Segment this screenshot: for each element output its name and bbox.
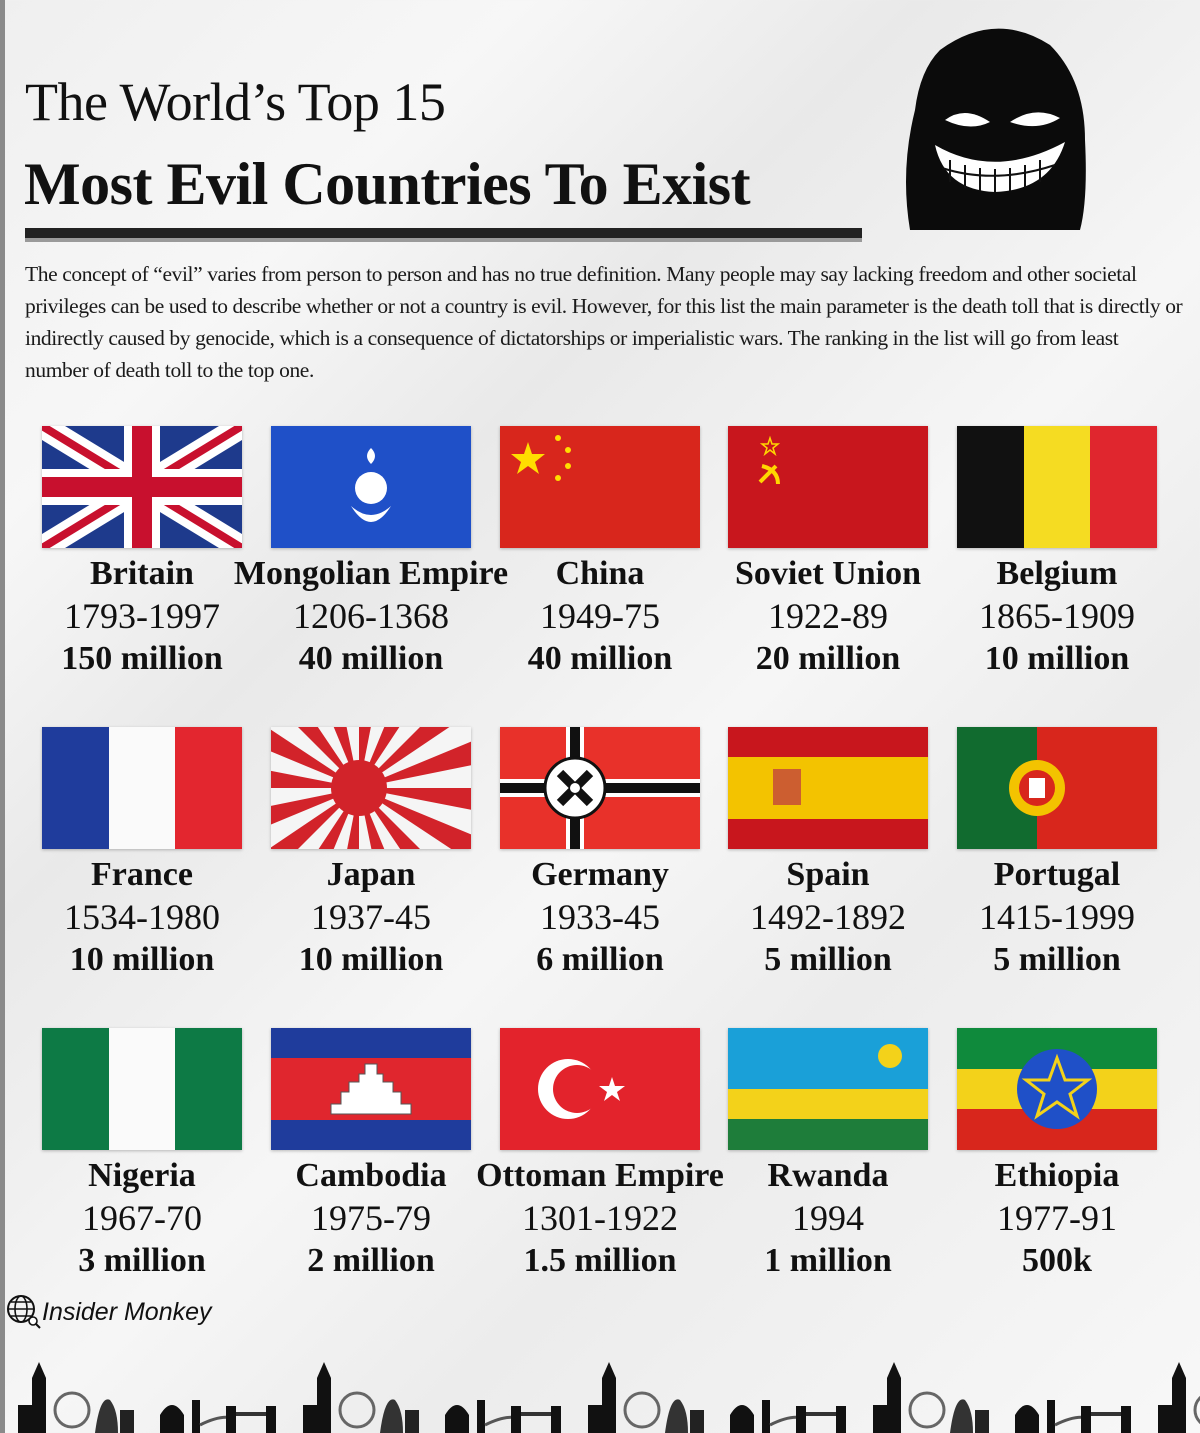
country-card-ottoman: Ottoman Empire 1301-1922 1.5 million [476,1028,724,1282]
skyline-segment [588,1362,846,1433]
city-skyline-decoration [18,1362,1200,1433]
country-name: Mongolian Empire [233,555,509,592]
flag-ottoman-icon [500,1028,700,1150]
country-name: Soviet Union [734,555,922,592]
death-toll: 10 million [984,640,1130,677]
country-card-china: China 1949-75 40 million [485,426,715,680]
country-years: 1206-1368 [293,596,449,636]
country-card-nigeria: Nigeria 1967-70 3 million [27,1028,257,1282]
death-toll: 5 million [764,941,892,978]
death-toll: 10 million [298,941,444,978]
death-toll: 6 million [536,941,664,978]
country-name: Ottoman Empire [476,1157,724,1194]
death-toll: 500k [1022,1242,1092,1279]
title-line-2: Most Evil Countries To Exist [24,151,751,217]
country-card-uk: Britain 1793-1997 150 million [27,426,257,680]
flag-china-icon [500,426,700,548]
skyline-segment [18,1362,276,1433]
globe-search-icon [7,1295,41,1329]
death-toll: 40 million [527,640,673,677]
country-name: Nigeria [88,1157,196,1194]
country-card-ethiopia: Ethiopia 1977-91 500k [942,1028,1172,1282]
flag-nigeria-icon [42,1028,242,1150]
country-name: Portugal [993,856,1121,893]
flag-rwanda-icon [728,1028,928,1150]
title-underline [25,228,862,238]
country-years: 1301-1922 [522,1198,678,1238]
country-name: Ethiopia [994,1157,1120,1194]
country-years: 1977-91 [997,1198,1117,1238]
flag-portugal-icon [957,727,1157,849]
country-years: 1937-45 [311,897,431,937]
brand-logo: Insider Monkey [6,1294,212,1330]
country-name: Cambodia [295,1157,447,1194]
flag-uk-icon [42,426,242,548]
country-name: Belgium [996,555,1118,592]
flag-japan-icon [271,727,471,849]
skyline-segment [873,1362,1131,1433]
flag-cambodia-icon [271,1028,471,1150]
death-toll: 1 million [764,1242,892,1279]
country-card-cambodia: Cambodia 1975-79 2 million [256,1028,486,1282]
country-card-belgium: Belgium 1865-1909 10 million [942,426,1172,680]
country-card-japan: Japan 1937-45 10 million [256,727,486,981]
country-name: Rwanda [767,1157,889,1194]
death-toll: 150 million [61,640,223,677]
country-years: 1793-1997 [64,596,220,636]
country-card-soviet: Soviet Union 1922-89 20 million [713,426,943,680]
country-name: Germany [531,856,669,893]
country-name: Spain [786,856,870,893]
country-name: China [555,555,645,592]
evil-face-icon [906,28,1086,230]
country-years: 1534-1980 [64,897,220,937]
death-toll: 5 million [993,941,1121,978]
country-years: 1933-45 [540,897,660,937]
death-toll: 1.5 million [523,1242,677,1279]
brand-name: Insider Monkey [42,1297,212,1326]
country-years: 1994 [792,1198,864,1238]
death-toll: 10 million [69,941,215,978]
country-years: 1922-89 [768,596,888,636]
flag-france-icon [42,727,242,849]
flag-spain-icon [728,727,928,849]
country-card-mongolia: Mongolian Empire 1206-1368 40 million [234,426,508,680]
country-years: 1415-1999 [979,897,1135,937]
flag-soviet-icon [728,426,928,548]
country-name: Japan [326,856,416,893]
left-border [0,0,5,1433]
skyline-segment [1158,1362,1200,1433]
death-toll: 40 million [298,640,444,677]
flag-ethiopia-icon [957,1028,1157,1150]
country-years: 1949-75 [540,596,660,636]
title-line-1: The World’s Top 15 [25,72,446,132]
skyline-segment [303,1362,561,1433]
country-years: 1865-1909 [979,596,1135,636]
country-name: Britain [90,555,194,592]
country-years: 1967-70 [82,1198,202,1238]
country-years: 1492-1892 [750,897,906,937]
death-toll: 20 million [755,640,901,677]
country-card-spain: Spain 1492-1892 5 million [713,727,943,981]
country-years: 1975-79 [311,1198,431,1238]
flag-mongolia-icon [271,426,471,548]
flag-germany-icon [500,727,700,849]
country-card-rwanda: Rwanda 1994 1 million [713,1028,943,1282]
country-card-germany: Germany 1933-45 6 million [485,727,715,981]
death-toll: 2 million [307,1242,435,1279]
country-name: France [91,856,193,893]
intro-paragraph: The concept of “evil” varies from person… [25,262,1183,382]
death-toll: 3 million [78,1242,206,1279]
flag-belgium-icon [957,426,1157,548]
country-card-portugal: Portugal 1415-1999 5 million [942,727,1172,981]
country-card-france: France 1534-1980 10 million [27,727,257,981]
